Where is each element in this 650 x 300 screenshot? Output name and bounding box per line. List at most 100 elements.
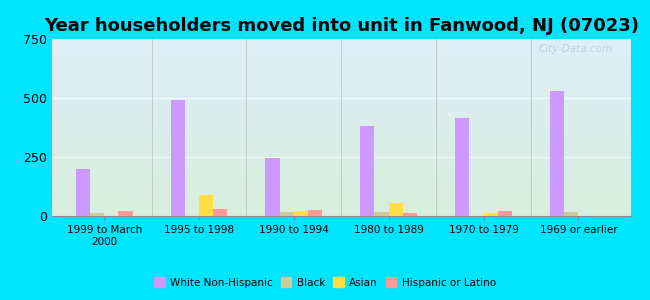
Bar bbox=[52, 46, 630, 47]
Title: Year householders moved into unit in Fanwood, NJ (07023): Year householders moved into unit in Fan… bbox=[44, 17, 639, 35]
Bar bbox=[52, 86, 630, 87]
Text: City-Data.com: City-Data.com bbox=[539, 44, 613, 54]
Bar bbox=[52, 207, 630, 208]
Bar bbox=[52, 131, 630, 132]
Bar bbox=[52, 152, 630, 153]
Bar bbox=[294, 211, 308, 216]
Bar bbox=[52, 175, 630, 176]
Bar bbox=[52, 200, 630, 201]
Bar bbox=[265, 158, 280, 216]
Bar bbox=[52, 99, 630, 100]
Bar bbox=[52, 55, 630, 56]
Bar bbox=[52, 180, 630, 181]
Bar bbox=[52, 143, 630, 144]
Bar bbox=[52, 47, 630, 48]
Bar bbox=[498, 211, 512, 216]
Bar bbox=[52, 209, 630, 210]
Bar bbox=[52, 148, 630, 149]
Bar bbox=[52, 195, 630, 196]
Bar bbox=[52, 120, 630, 121]
Bar bbox=[403, 213, 417, 216]
Bar bbox=[118, 211, 133, 216]
Bar bbox=[52, 214, 630, 215]
Bar bbox=[52, 201, 630, 202]
Bar bbox=[52, 161, 630, 162]
Bar bbox=[52, 72, 630, 73]
Bar bbox=[52, 169, 630, 170]
Bar bbox=[90, 213, 104, 216]
Bar bbox=[52, 160, 630, 161]
Bar bbox=[52, 51, 630, 52]
Bar bbox=[52, 150, 630, 151]
Bar bbox=[52, 168, 630, 169]
Bar bbox=[52, 40, 630, 41]
Bar bbox=[52, 107, 630, 108]
Bar bbox=[170, 100, 185, 216]
Bar bbox=[52, 77, 630, 78]
Bar bbox=[52, 133, 630, 134]
Bar bbox=[52, 48, 630, 49]
Bar bbox=[52, 41, 630, 42]
Legend: White Non-Hispanic, Black, Asian, Hispanic or Latino: White Non-Hispanic, Black, Asian, Hispan… bbox=[150, 273, 500, 292]
Bar bbox=[52, 42, 630, 43]
Bar bbox=[52, 193, 630, 194]
Bar bbox=[52, 105, 630, 106]
Bar bbox=[52, 185, 630, 186]
Bar bbox=[52, 198, 630, 199]
Bar bbox=[52, 166, 630, 167]
Bar bbox=[52, 56, 630, 57]
Bar bbox=[374, 212, 389, 216]
Bar bbox=[52, 206, 630, 207]
Bar bbox=[52, 57, 630, 58]
Bar bbox=[52, 146, 630, 147]
Bar bbox=[52, 101, 630, 102]
Bar bbox=[52, 98, 630, 99]
Bar bbox=[484, 213, 498, 216]
Bar bbox=[52, 54, 630, 55]
Bar bbox=[52, 104, 630, 105]
Bar bbox=[52, 114, 630, 115]
Bar bbox=[52, 106, 630, 107]
Bar bbox=[455, 118, 469, 216]
Bar bbox=[52, 60, 630, 61]
Bar bbox=[52, 94, 630, 95]
Bar bbox=[52, 142, 630, 143]
Bar bbox=[550, 91, 564, 216]
Bar bbox=[52, 158, 630, 159]
Bar bbox=[52, 90, 630, 91]
Bar bbox=[52, 100, 630, 101]
Bar bbox=[52, 65, 630, 66]
Bar bbox=[52, 136, 630, 137]
Bar bbox=[52, 118, 630, 119]
Bar bbox=[213, 209, 228, 216]
Bar bbox=[52, 62, 630, 63]
Bar bbox=[52, 215, 630, 216]
Bar bbox=[52, 82, 630, 83]
Bar bbox=[52, 66, 630, 67]
Bar bbox=[52, 113, 630, 114]
Bar bbox=[52, 211, 630, 212]
Bar bbox=[52, 212, 630, 213]
Bar bbox=[52, 74, 630, 75]
Bar bbox=[52, 108, 630, 109]
Bar bbox=[52, 73, 630, 74]
Bar bbox=[52, 85, 630, 86]
Bar bbox=[52, 95, 630, 96]
Bar bbox=[52, 69, 630, 70]
Bar bbox=[52, 67, 630, 68]
Bar bbox=[52, 63, 630, 64]
Bar bbox=[52, 183, 630, 184]
Bar bbox=[52, 115, 630, 116]
Bar bbox=[52, 210, 630, 211]
Bar bbox=[52, 112, 630, 113]
Bar bbox=[52, 194, 630, 195]
Bar bbox=[52, 119, 630, 120]
Bar bbox=[52, 84, 630, 85]
Bar bbox=[52, 87, 630, 88]
Bar bbox=[52, 132, 630, 133]
Bar bbox=[52, 153, 630, 154]
Bar bbox=[52, 167, 630, 168]
Bar bbox=[52, 192, 630, 193]
Bar bbox=[52, 103, 630, 104]
Bar bbox=[52, 159, 630, 160]
